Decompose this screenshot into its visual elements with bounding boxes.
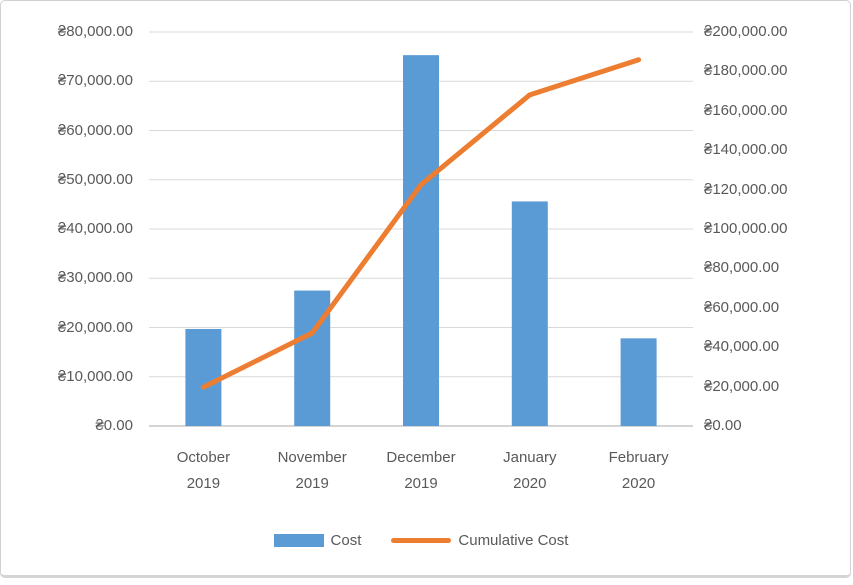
x-axis-label-year: 2019 xyxy=(295,475,329,492)
legend-label-cost: Cost xyxy=(330,532,362,549)
x-axis-label-year: 2020 xyxy=(513,475,547,492)
right-axis-tick-label: ₴180,000.00 xyxy=(704,62,788,80)
cumulative-cost-line xyxy=(200,57,642,390)
legend-item-cumulative-cost: Cumulative Cost xyxy=(391,532,568,549)
x-axis-label: February 2020 xyxy=(574,445,704,497)
x-axis-label: November 2019 xyxy=(247,445,377,497)
right-axis-tick-label: ₴40,000.00 xyxy=(704,338,780,356)
x-axis-label-month: January xyxy=(503,449,557,466)
cost-bar xyxy=(511,201,548,426)
x-axis-label-month: December xyxy=(386,449,456,466)
right-axis-tick-label: ₴60,000.00 xyxy=(704,298,780,316)
left-axis-tick-label: ₴50,000.00 xyxy=(57,170,133,188)
cost-bar xyxy=(294,290,331,426)
x-axis-label: October 2019 xyxy=(138,445,268,497)
chart-legend: Cost Cumulative Cost xyxy=(149,532,693,549)
legend-item-cost: Cost xyxy=(273,532,362,549)
left-axis-tick-label: ₴70,000.00 xyxy=(57,72,133,90)
cumulative-line-swatch-icon xyxy=(391,538,452,543)
cost-bar xyxy=(620,338,657,426)
right-axis-tick-label: ₴200,000.00 xyxy=(704,23,788,40)
legend-label-cumulative-cost: Cumulative Cost xyxy=(458,532,569,549)
right-axis-tick-label: ₴20,000.00 xyxy=(704,377,780,395)
x-axis-label-month: February xyxy=(608,449,669,466)
x-axis-label: January 2020 xyxy=(465,445,595,497)
right-axis-tick-label: ₴100,000.00 xyxy=(704,220,788,237)
x-axis-label-year: 2019 xyxy=(404,475,438,492)
right-axis-tick-label: ₴160,000.00 xyxy=(704,101,788,119)
right-axis-tick-label: ₴140,000.00 xyxy=(704,141,788,159)
chart-plot-area xyxy=(149,31,693,427)
x-axis-label-month: November xyxy=(277,449,347,466)
right-axis-tick-label: ₴0.00 xyxy=(704,417,742,434)
left-axis-tick-label: ₴0.00 xyxy=(95,417,133,434)
cost-bar-swatch-icon xyxy=(273,534,324,547)
left-axis-tick-label: ₴60,000.00 xyxy=(57,121,133,139)
x-axis-label-year: 2019 xyxy=(186,475,221,492)
cost-bar xyxy=(403,55,439,427)
x-axis-label: December 2019 xyxy=(356,445,486,497)
x-axis-label-month: October xyxy=(176,449,231,466)
cost-bar xyxy=(185,328,222,426)
left-axis-tick-label: ₴80,000.00 xyxy=(57,23,133,40)
left-axis-tick-label: ₴40,000.00 xyxy=(57,220,133,237)
left-axis-tick-label: ₴30,000.00 xyxy=(57,269,133,287)
left-axis-tick-label: ₴10,000.00 xyxy=(57,367,133,385)
left-axis-tick-label: ₴20,000.00 xyxy=(57,318,133,336)
right-axis-tick-label: ₴120,000.00 xyxy=(704,180,788,198)
right-axis-tick-label: ₴80,000.00 xyxy=(704,259,780,277)
x-axis-label-year: 2020 xyxy=(621,475,656,492)
